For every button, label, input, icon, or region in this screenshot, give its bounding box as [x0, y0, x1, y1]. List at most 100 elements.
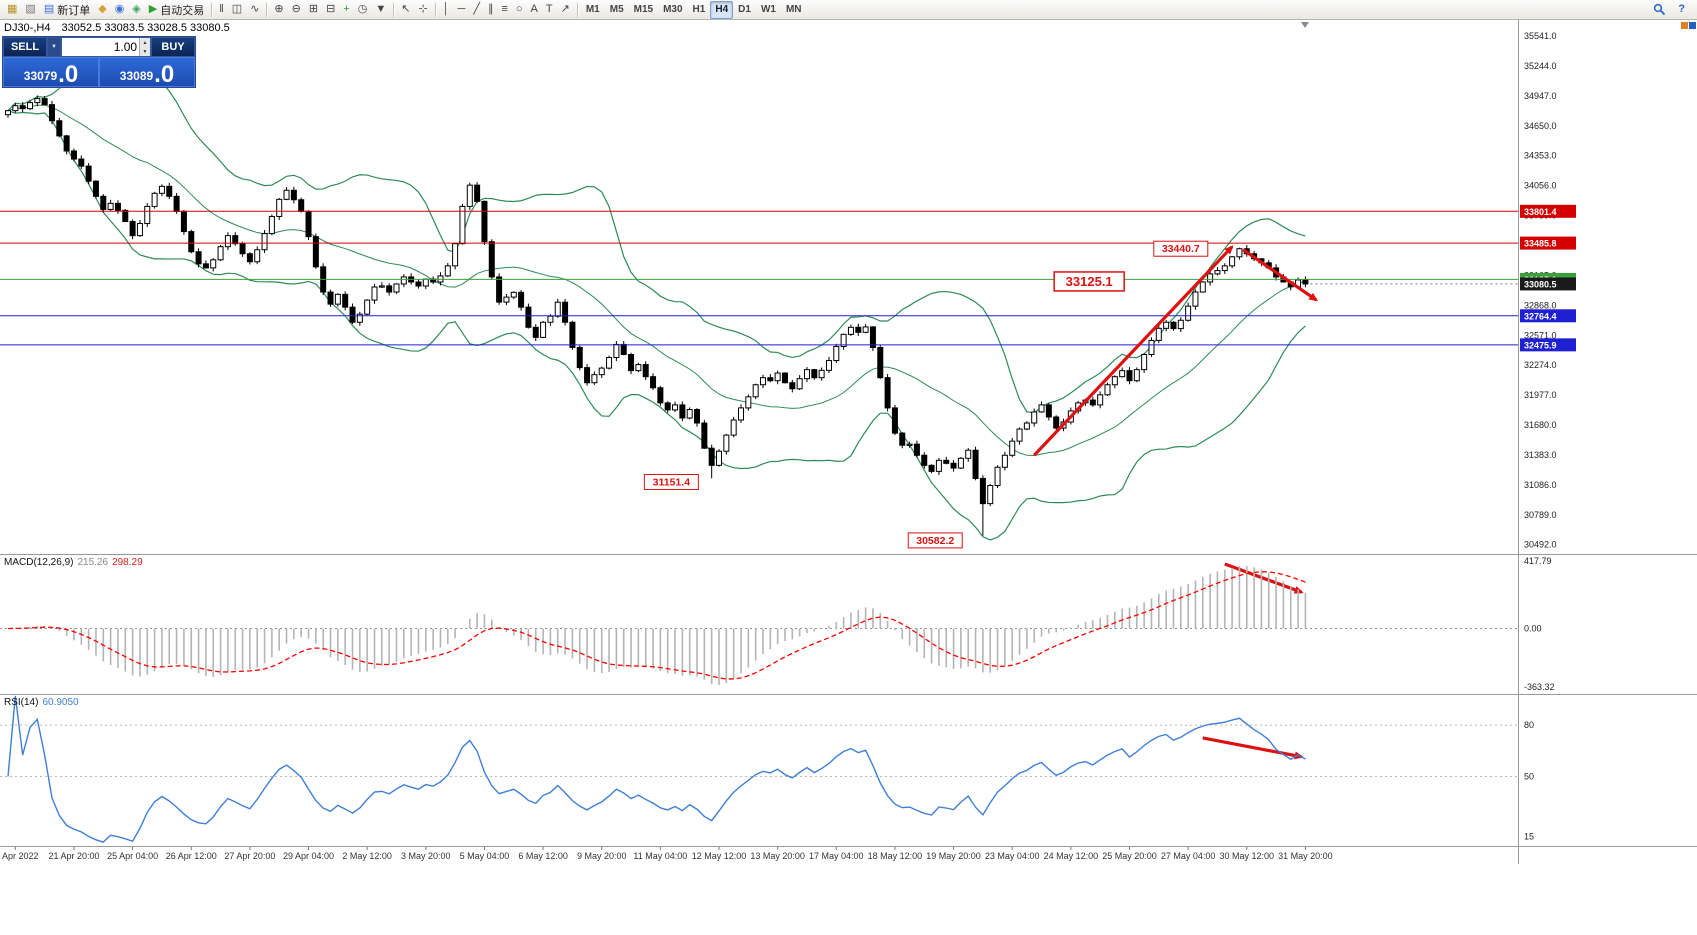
volume-dropdown-caret[interactable]: ▼ — [47, 37, 61, 57]
navigator-button[interactable]: ◈ — [128, 0, 144, 19]
tile-windows-button[interactable]: ⊞ — [305, 0, 322, 19]
current-price-axis-value: 33080.5 — [1524, 279, 1557, 289]
cascade-windows-button[interactable]: ⊟ — [322, 0, 339, 19]
rsi-value: 60.9050 — [42, 697, 79, 708]
timeframe-m1-button[interactable]: M1 — [585, 4, 600, 15]
candle — [781, 372, 788, 384]
trendline-button[interactable]: ╱ — [469, 0, 484, 19]
chart-shift-marker[interactable] — [1301, 22, 1309, 28]
volume-decrease-button[interactable]: ▼ — [140, 47, 150, 56]
new-order-button[interactable]: ▤ 新订单 — [40, 0, 94, 19]
chart-corner-marker-blue — [1689, 22, 1696, 29]
candle — [1097, 394, 1104, 406]
toolbar-separator — [393, 2, 395, 17]
text-label-button[interactable]: T — [542, 0, 557, 19]
cursor-button[interactable]: ↖ — [397, 0, 414, 19]
timeframe-m15-button[interactable]: M15 — [633, 4, 654, 15]
volume-increase-button[interactable]: ▲ — [140, 38, 150, 47]
chart-bars-icon: ‖ — [219, 3, 224, 15]
candle — [5, 110, 11, 116]
buy-price-button[interactable]: 33089 .0 — [99, 57, 195, 87]
price-axis-label: 34056.0 — [1524, 181, 1557, 191]
shapes-button[interactable]: ○ — [512, 0, 527, 19]
toolbar-separator — [576, 2, 578, 17]
price-label-31151[interactable]: 31151.4 — [643, 473, 699, 490]
time-axis-label: 26 Apr 12:00 — [166, 851, 217, 861]
timeframe-m5-button[interactable]: M5 — [609, 4, 624, 15]
timeframe-h4-button[interactable]: H4 — [710, 0, 734, 19]
time-axis-label: 25 May 20:00 — [1102, 851, 1157, 861]
candle — [1053, 416, 1060, 429]
rsi-arrow-down[interactable] — [1202, 736, 1304, 760]
candle — [1126, 370, 1133, 382]
time-axis-label: 11 May 04:00 — [633, 851, 687, 861]
candle — [261, 233, 268, 251]
candle — [173, 195, 180, 212]
timeframe-h1-button[interactable]: H1 — [692, 4, 706, 15]
search-button[interactable] — [1649, 0, 1670, 19]
buy-button[interactable]: BUY — [151, 37, 195, 57]
candle — [188, 231, 195, 253]
metaeditor-button[interactable]: ◆ — [94, 0, 110, 19]
candle — [752, 384, 759, 398]
add-indicator-button[interactable]: + — [339, 0, 353, 19]
sell-button[interactable]: SELL — [3, 37, 47, 57]
crosshair-button[interactable]: ⊹ — [414, 0, 431, 19]
arrows-button[interactable]: ↗ — [557, 0, 574, 19]
candle — [356, 313, 363, 323]
candle — [232, 235, 239, 245]
candle — [584, 367, 591, 384]
add-indicator-icon: + — [343, 3, 350, 15]
crosshair-icon: ⊹ — [418, 3, 428, 15]
timeframe-w1-button[interactable]: W1 — [760, 4, 776, 15]
market-watch-button[interactable]: ◉ — [111, 0, 129, 19]
zoom-in-button[interactable]: ⊕ — [270, 0, 287, 19]
horizontal-line-button[interactable]: ─ — [454, 0, 470, 19]
chart-candles-button[interactable]: ◫ — [228, 0, 246, 19]
tile-windows-icon: ⊞ — [308, 3, 319, 15]
fibonacci-button[interactable]: ≡ — [497, 0, 511, 19]
text-button[interactable]: A — [527, 0, 542, 19]
candle — [1038, 404, 1045, 413]
candle — [371, 286, 378, 301]
candle — [1214, 270, 1221, 275]
zoom-out-button[interactable]: ⊖ — [288, 0, 305, 19]
candle — [1023, 422, 1030, 430]
chart-bars-button[interactable]: ‖ — [215, 0, 228, 19]
time-axis: Apr 2022 21 Apr 20:00 25 Apr 04:00 26 Apr 1… — [2, 847, 1333, 861]
trend-arrow-up[interactable] — [1033, 245, 1234, 457]
timeframe-mn-button[interactable]: MN — [785, 4, 802, 15]
candle — [246, 253, 253, 263]
profiles-button[interactable]: ▧ — [21, 0, 39, 19]
candle — [26, 102, 33, 110]
candle — [679, 404, 686, 419]
candle — [217, 246, 224, 261]
candle — [1111, 376, 1118, 386]
help-button[interactable]: ? — [1674, 0, 1689, 19]
vertical-line-button[interactable]: │ — [439, 0, 454, 19]
periods-button[interactable]: ◷ — [354, 0, 372, 19]
channel-button[interactable]: ∥ — [484, 0, 498, 19]
sell-price-button[interactable]: 33079 .0 — [3, 57, 99, 87]
candle — [78, 158, 85, 167]
macd-arrow-down[interactable] — [1224, 562, 1304, 594]
trendline-icon: ╱ — [473, 3, 480, 15]
price-label-33440[interactable]: 33440.7 — [1153, 240, 1209, 257]
chart-symbol-period: DJ30-,H4 — [4, 22, 51, 34]
templates-button[interactable]: ▼ — [371, 0, 390, 19]
price-label-30582[interactable]: 30582.2 — [907, 532, 963, 549]
timeframe-d1-button[interactable]: D1 — [738, 4, 751, 15]
trend-arrow-down[interactable] — [1242, 248, 1319, 302]
candle — [913, 443, 920, 456]
candle — [136, 223, 143, 237]
volume-input[interactable] — [62, 38, 140, 56]
autotrading-button[interactable]: ▶ 自动交易 — [145, 0, 208, 19]
price-label-33125[interactable]: 33125.1 — [1053, 271, 1125, 292]
candle — [701, 422, 708, 449]
new-chart-button[interactable]: ▦ — [3, 0, 21, 19]
chart-line-button[interactable]: ∿ — [246, 0, 263, 19]
timeframe-m30-button[interactable]: M30 — [663, 4, 683, 15]
price-axis-label: 34650.0 — [1524, 121, 1557, 131]
candle — [869, 326, 876, 348]
